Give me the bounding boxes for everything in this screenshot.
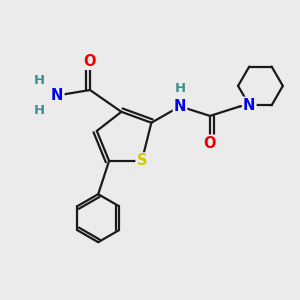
Text: N: N <box>51 88 64 103</box>
Text: H: H <box>34 74 45 87</box>
Text: N: N <box>243 98 256 113</box>
Text: O: O <box>84 54 96 69</box>
Text: H: H <box>34 104 45 117</box>
Text: N: N <box>174 99 186 114</box>
Text: O: O <box>204 136 216 151</box>
Text: H: H <box>174 82 186 95</box>
Text: S: S <box>136 153 147 168</box>
